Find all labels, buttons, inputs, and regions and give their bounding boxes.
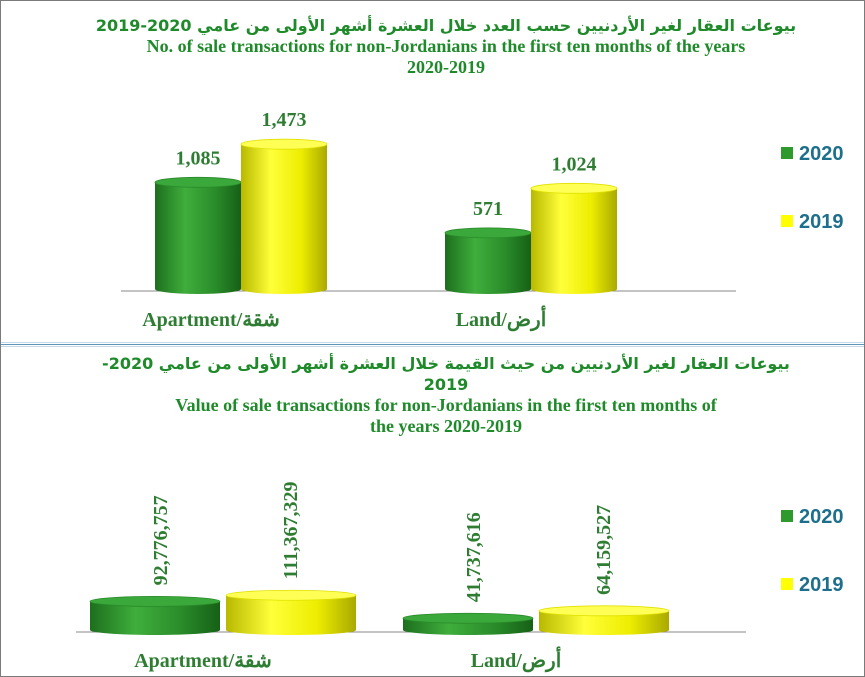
legend-swatch-2020 <box>781 510 793 522</box>
legend-item-2020: 2020 <box>781 506 844 529</box>
legend-label-2020: 2020 <box>799 143 844 165</box>
legend-item-2019: 2019 <box>781 574 844 597</box>
data-label: 1,024 <box>552 153 597 175</box>
data-label: 1,473 <box>262 109 307 131</box>
category-label: Land/أرض <box>456 305 547 332</box>
data-label: 64,159,527 <box>593 505 615 595</box>
bar-2019-1 <box>538 605 670 635</box>
bar-2020-1 <box>402 612 534 635</box>
count-chart-title-years: 2020-2019 <box>407 57 485 77</box>
data-label: 571 <box>473 198 503 220</box>
count-chart-title-arabic: بيوعات العقار لغير الأردنيين حسب العدد خ… <box>95 16 797 35</box>
data-label: 1,085 <box>176 147 221 169</box>
value-chart-title-english: Value of sale transactions for non-Jorda… <box>175 395 717 415</box>
legend-label-2019: 2019 <box>799 211 844 233</box>
legend-item-2019: 2019 <box>781 211 844 234</box>
count-chart-title: بيوعات العقار لغير الأردنيين حسب العدد خ… <box>81 15 811 78</box>
legend-swatch-2019 <box>781 578 793 590</box>
count-bar-chart: 1,085 1,473 Apartment/شقة 571 1,024 Land/أرض <box>121 109 736 332</box>
legend-swatch-2019 <box>781 215 793 227</box>
value-chart-title-years: the years 2020-2019 <box>370 416 522 436</box>
legend-label-2020: 2020 <box>799 506 844 528</box>
data-label: 41,737,616 <box>463 512 485 602</box>
value-chart-title-arabic: بيوعات العقار لغير الأردنيين من حيث القي… <box>102 354 790 394</box>
value-chart-title: بيوعات العقار لغير الأردنيين من حيث القي… <box>81 353 811 437</box>
count-chart-title-english: No. of sale transactions for non-Jordani… <box>146 36 746 56</box>
count-chart-panel: بيوعات العقار لغير الأردنيين حسب العدد خ… <box>1 1 864 342</box>
value-chart-panel: بيوعات العقار لغير الأردنيين من حيث القي… <box>1 347 864 676</box>
legend-item-2020: 2020 <box>781 143 844 166</box>
legend-label-2019: 2019 <box>799 574 844 596</box>
bar-2020-1 <box>444 227 532 294</box>
category-label: Land/أرض <box>471 646 562 673</box>
bar-2020-0 <box>154 176 242 294</box>
bar-2019-0 <box>225 589 357 635</box>
panel-divider <box>1 342 864 347</box>
category-label: Apartment/شقة <box>134 650 272 672</box>
bar-2019-0 <box>240 138 328 294</box>
legend-swatch-2020 <box>781 147 793 159</box>
category-label: Apartment/شقة <box>142 309 280 331</box>
value-bar-chart: 92,776,757 111,367,329 Apartment/شقة 41,737… <box>76 481 746 673</box>
data-label: 92,776,757 <box>150 495 172 585</box>
bar-2019-1 <box>530 182 618 294</box>
bar-2020-0 <box>89 595 221 635</box>
data-label: 111,367,329 <box>280 481 302 579</box>
